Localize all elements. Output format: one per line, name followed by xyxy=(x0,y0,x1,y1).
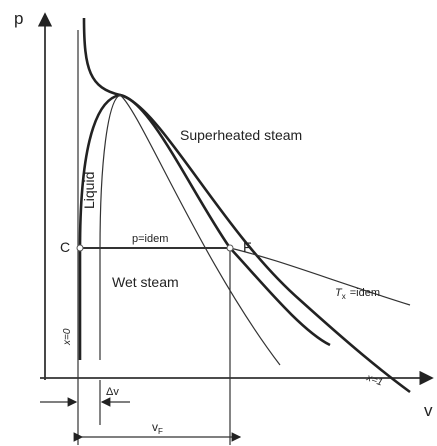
x0-label: x=0 xyxy=(62,328,73,346)
inner-curve xyxy=(99,94,281,366)
isotherm-label: Tx =idem xyxy=(335,287,380,301)
isotherm-rest: =idem xyxy=(350,287,380,299)
dimensions xyxy=(40,380,242,442)
liquid-label: Liquid xyxy=(81,172,97,209)
vf-main: v xyxy=(152,420,158,434)
isobar-label: p=idem xyxy=(132,233,168,245)
point-f-label: F xyxy=(243,239,252,255)
x1-label: x=1 xyxy=(364,372,384,388)
x-axis-label: v xyxy=(424,401,433,420)
isotherm xyxy=(229,247,411,306)
curves xyxy=(76,17,411,445)
point-f xyxy=(226,244,234,252)
superheated-label: Superheated steam xyxy=(180,127,302,143)
y-axis-label: p xyxy=(14,9,23,28)
saturation-left xyxy=(78,93,331,360)
wet-label: Wet steam xyxy=(112,274,179,290)
vf-sub: F xyxy=(158,427,163,436)
vf-label: vF xyxy=(152,420,163,436)
dv-label: Δv xyxy=(106,386,119,398)
isotherm-main: T xyxy=(335,287,343,299)
point-c xyxy=(76,244,84,252)
axes xyxy=(37,12,434,386)
point-c-label: C xyxy=(60,239,70,255)
isotherm-sub: x xyxy=(342,292,346,301)
critical-isotherm xyxy=(82,17,411,394)
